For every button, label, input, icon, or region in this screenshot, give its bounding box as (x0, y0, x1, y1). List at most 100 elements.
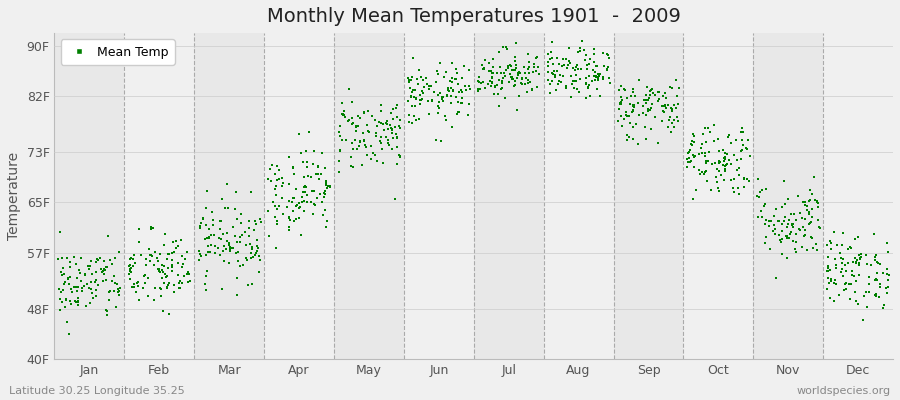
Point (234, 211, 248, 217)
Point (775, 204, 789, 210)
Point (860, 303, 875, 310)
Point (408, 102, 422, 109)
Point (821, 265, 835, 271)
Point (88, 286, 103, 293)
Point (483, 68, 498, 74)
Point (810, 216, 824, 223)
Point (58, 279, 72, 285)
Point (159, 284, 174, 290)
Legend: Mean Temp: Mean Temp (60, 39, 175, 65)
Point (127, 284, 141, 290)
Point (193, 257, 207, 263)
Point (623, 120, 637, 127)
Point (77, 271, 92, 277)
Point (176, 272, 191, 279)
Point (54, 289, 68, 295)
Point (441, 86, 455, 93)
Point (51, 256, 66, 263)
Point (663, 84, 678, 90)
Point (614, 113, 628, 120)
Point (626, 106, 641, 113)
Point (350, 122, 365, 129)
Point (131, 239, 146, 246)
Point (154, 286, 168, 292)
Point (158, 271, 172, 277)
Point (315, 198, 329, 205)
Point (657, 103, 671, 109)
Point (161, 265, 176, 272)
Point (105, 261, 120, 267)
Point (691, 151, 706, 157)
Point (165, 257, 179, 264)
Point (226, 245, 240, 252)
Point (870, 260, 885, 266)
Point (358, 144, 373, 150)
Point (171, 272, 185, 279)
Point (876, 270, 890, 276)
Point (714, 172, 728, 178)
Point (449, 93, 464, 100)
Point (388, 124, 402, 130)
Point (530, 54, 544, 60)
Point (775, 228, 789, 234)
Point (734, 129, 748, 135)
Point (504, 76, 518, 82)
Point (833, 268, 848, 275)
Point (356, 129, 370, 136)
Point (767, 213, 781, 220)
Point (769, 275, 783, 281)
Point (682, 148, 697, 155)
Point (388, 196, 402, 202)
Point (796, 224, 810, 230)
Point (803, 186, 817, 193)
Point (205, 209, 220, 215)
Point (198, 281, 212, 288)
Point (532, 70, 546, 77)
Point (740, 176, 754, 182)
Point (296, 159, 310, 165)
Point (716, 162, 730, 169)
Point (310, 164, 325, 170)
Point (405, 89, 419, 95)
Point (698, 170, 712, 177)
Point (319, 179, 333, 186)
Point (850, 234, 865, 241)
Point (651, 140, 665, 147)
Text: Latitude 30.25 Longitude 35.25: Latitude 30.25 Longitude 35.25 (9, 386, 184, 396)
Point (762, 218, 777, 224)
Point (230, 249, 245, 255)
Point (836, 230, 850, 236)
Point (342, 86, 356, 92)
Point (661, 124, 675, 130)
Point (253, 216, 267, 222)
Point (250, 237, 265, 243)
Point (88, 268, 103, 275)
Point (102, 289, 116, 295)
Point (112, 288, 126, 294)
Point (641, 106, 655, 112)
Point (828, 261, 842, 268)
Point (372, 119, 386, 126)
Bar (55, 33, 124, 359)
Point (76, 288, 90, 294)
Point (414, 97, 428, 103)
Point (55, 272, 69, 278)
Point (350, 113, 365, 119)
Point (223, 248, 238, 254)
Point (289, 202, 303, 209)
Point (223, 244, 238, 250)
Point (307, 148, 321, 154)
Point (415, 96, 429, 102)
Point (642, 95, 656, 101)
Point (454, 100, 469, 106)
Point (199, 287, 213, 294)
Point (717, 154, 732, 160)
Point (734, 147, 749, 153)
Point (778, 218, 792, 224)
Point (109, 304, 123, 310)
Point (390, 114, 404, 120)
Point (304, 199, 319, 205)
Point (318, 207, 332, 213)
Point (449, 76, 464, 82)
Point (160, 251, 175, 257)
